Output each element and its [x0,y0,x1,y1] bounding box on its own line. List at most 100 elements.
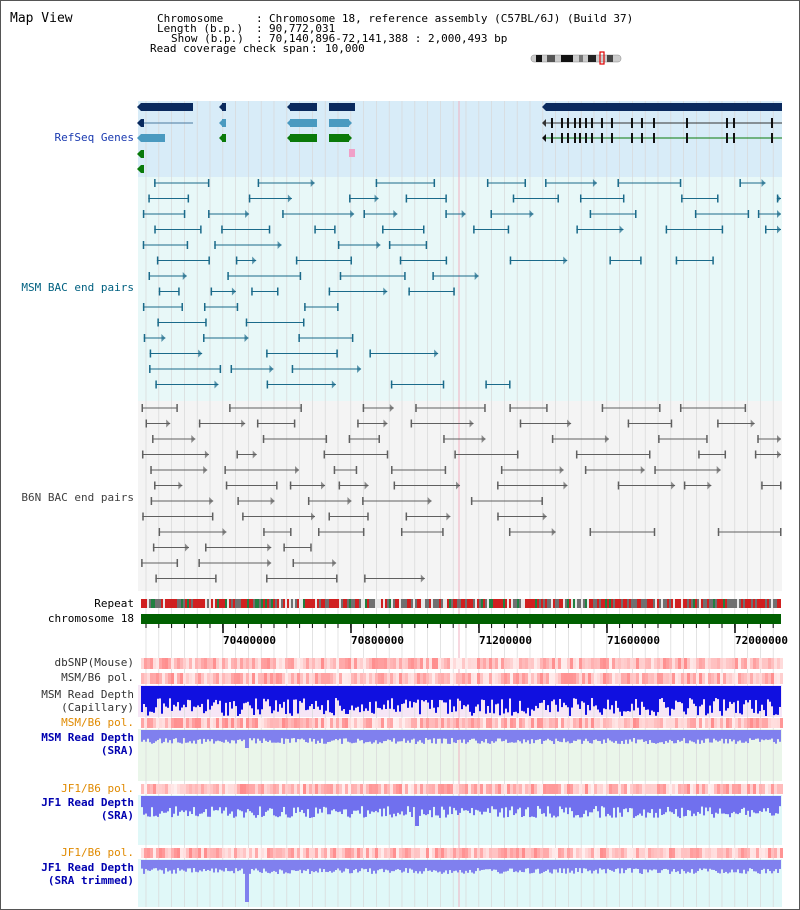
heat-cell [744,784,747,794]
heat-cell [765,673,768,684]
repeat-block [371,599,373,608]
depth-bar [635,796,637,817]
heat-cell [558,848,561,858]
depth-bar [587,796,589,817]
depth-bar [659,860,661,873]
axis-tick-label: 70400000 [223,634,276,647]
heat-cell [438,673,441,684]
depth-bar [487,730,489,744]
depth-bar [227,860,229,872]
depth-bar [729,796,731,818]
depth-bar [375,860,377,874]
heat-cell [744,673,747,684]
bac-end [388,241,391,249]
depth-bar [671,860,673,872]
depth-bar [395,686,397,712]
repeat-block [433,599,435,608]
depth-bar [583,686,585,703]
bac-end [289,481,292,490]
depth-bar [673,730,675,744]
depth-bar [593,860,595,871]
heat-cell [258,848,261,858]
depth-bar [211,730,213,740]
repeat-block [381,599,383,608]
heat-cell [279,784,282,794]
heat-cell [177,658,180,669]
depth-bar [529,730,531,744]
heat-cell [639,718,642,728]
gene-exon [141,165,144,173]
heat-cell [420,718,423,728]
repeat-block [537,599,539,608]
depth-bar [209,730,211,742]
depth-bar [709,730,711,743]
heat-cell [351,848,354,858]
heat-cell [279,673,282,684]
repeat-block [353,599,355,608]
heat-cell [711,784,714,794]
depth-bar [325,686,327,711]
bac-end [777,450,781,459]
heat-cell [705,848,708,858]
heat-cell [561,848,564,858]
repeat-block [761,599,763,608]
depth-bar [243,796,245,818]
heat-cell [621,718,624,728]
gene-exon [641,118,643,128]
depth-bar [481,796,483,815]
depth-bar [593,686,595,707]
depth-bar [163,730,165,742]
depth-bar [629,730,631,740]
heat-cell [456,673,459,684]
repeat-block [331,599,333,608]
depth-bar [285,860,287,873]
heat-cell [318,718,321,728]
depth-bar [573,686,575,699]
depth-bar [701,796,703,807]
depth-bar [445,730,447,739]
depth-bar [597,730,599,741]
depth-bar [545,730,547,741]
depth-bar [299,730,301,740]
heat-cell [147,848,150,858]
heat-cell [588,658,591,669]
heat-cell [162,673,165,684]
repeat-block [577,599,579,608]
repeat-block [503,599,505,608]
b6n-bac-track-background [138,401,782,591]
depth-bar [445,796,447,818]
repeat-block [407,599,409,608]
depth-bar [215,730,217,742]
bac-end [295,466,300,474]
depth-bar [269,796,271,809]
heat-cell [447,784,450,794]
heat-cell [591,673,594,684]
bac-end [156,256,159,265]
heat-cell [558,658,561,669]
repeat-block [493,599,495,608]
depth-bar [637,860,639,869]
heat-cell [669,718,672,728]
depth-bar [359,686,361,713]
repeat-block [561,599,563,608]
depth-bar [577,796,579,815]
repeat-block [775,599,777,608]
heat-cell [258,718,261,728]
heat-cell [717,718,720,728]
depth-bar [719,686,721,712]
depth-bar [169,860,171,871]
heat-cell [315,658,318,669]
depth-bar [621,686,623,716]
depth-bar [687,686,689,709]
bac-end [404,272,406,280]
repeat-block [757,599,759,608]
repeat-block [305,599,307,608]
heat-cell [684,673,687,684]
heat-cell [651,848,654,858]
heat-cell [354,718,357,728]
depth-bar [691,730,693,742]
depth-bar [649,730,651,741]
heat-cell [144,784,147,794]
